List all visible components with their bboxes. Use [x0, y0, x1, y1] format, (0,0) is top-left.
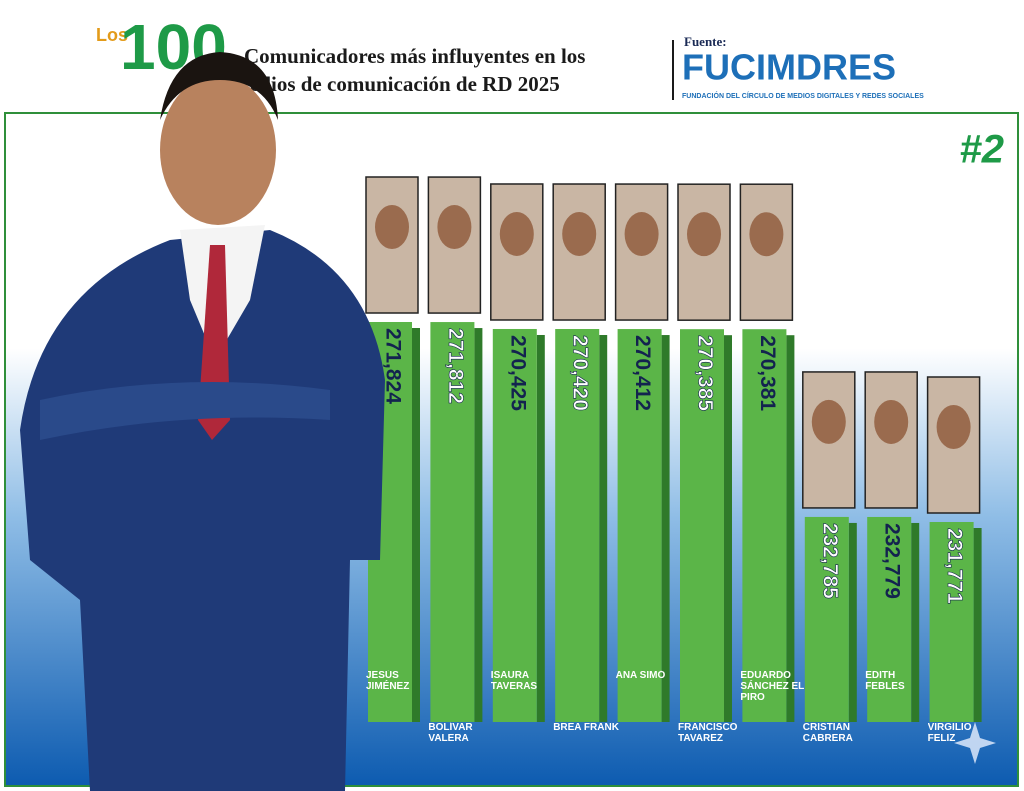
value-label: 270,425	[506, 335, 529, 411]
portrait-face	[499, 211, 534, 256]
name-box: JESÚS JIMÉNEZ	[366, 670, 410, 692]
title-line1: Comunicadores más influyentes en los	[244, 44, 585, 68]
value-label: 270,412	[631, 335, 654, 411]
title-line2: edios de comunicación de RD 2025	[250, 72, 560, 96]
logo-prefix: Los	[96, 25, 128, 45]
bar-side	[973, 528, 982, 722]
bar	[680, 329, 724, 722]
name-box: ISAURA TAVERAS	[490, 670, 538, 692]
portrait-face	[936, 405, 971, 449]
category-label: ANA SIMÓ	[615, 670, 666, 681]
arms	[40, 382, 330, 440]
portrait-face	[874, 399, 909, 444]
portrait-face	[624, 212, 659, 257]
sparkle	[954, 722, 996, 764]
name-box: EDITH FEBLES	[865, 670, 905, 692]
bar-side	[724, 335, 732, 722]
category-label: EDUARDO SÁNCHEZ EL PIRO	[740, 670, 805, 703]
name-box: ANA SIMÓ	[615, 670, 666, 681]
value-label: 271,824	[381, 328, 404, 404]
bar-side	[786, 335, 795, 722]
featured-person	[20, 52, 385, 791]
bar	[742, 329, 787, 722]
value-label: 271,812	[444, 328, 467, 404]
bar-side	[911, 522, 920, 722]
bar	[555, 329, 600, 722]
value-label: 270,385	[693, 335, 716, 411]
bar-side	[412, 328, 420, 722]
rank-badge: #2	[960, 128, 1005, 172]
name-box: EDUARDO SÁNCHEZ EL PIRO	[740, 670, 805, 703]
portrait-face	[562, 212, 597, 257]
name-box: CRISTIAN CABRERA	[802, 722, 853, 744]
category-label: CRISTIAN CABRERA	[802, 722, 853, 744]
category-label: VIRGILIO FELIZ	[927, 722, 972, 744]
name-box: FRANCISCO TAVAREZ	[678, 722, 738, 744]
bar-side	[536, 334, 545, 722]
category-label: BREA FRANK	[553, 722, 619, 733]
category-label: ISAURA TAVERAS	[490, 670, 538, 692]
name-box: BOLÍVAR VALERA	[428, 722, 473, 744]
portrait-face	[437, 205, 472, 250]
source-label: Fuente:	[684, 34, 727, 49]
face	[160, 75, 276, 225]
suit	[20, 230, 385, 791]
value-label: 270,381	[756, 335, 779, 411]
category-label: FRANCISCO TAVAREZ	[678, 722, 738, 744]
category-label: BOLÍVAR VALERA	[428, 722, 473, 744]
bar	[929, 522, 974, 722]
bar-side	[661, 335, 670, 722]
bar	[867, 516, 912, 722]
value-label: 232,785	[818, 523, 841, 599]
bar	[492, 328, 537, 722]
bar-side	[599, 335, 608, 722]
hair	[160, 52, 278, 120]
bar-side	[474, 328, 483, 722]
bars: 271,824 JESÚS JIMÉNEZ 271,812 BOLÍVAR VALER…	[365, 176, 982, 744]
portrait-face	[687, 212, 721, 257]
value-label: 232,779	[881, 523, 904, 599]
portrait-face	[749, 212, 784, 257]
portrait-face	[811, 399, 846, 444]
value-label: 231,771	[943, 528, 966, 604]
category-label: EDITH FEBLES	[865, 670, 905, 692]
bar	[804, 516, 849, 722]
source-subtitle: FUNDACIÓN DEL CÍRCULO DE MEDIOS DIGITALE…	[682, 91, 924, 100]
bar-side	[848, 522, 857, 722]
name-box: BREA FRANK	[553, 722, 619, 733]
bar	[617, 329, 662, 722]
value-label: 270,420	[569, 335, 592, 411]
name-box: VIRGILIO FELIZ	[927, 722, 972, 744]
bar	[430, 322, 475, 722]
source-name: FUCIMDRES	[682, 47, 896, 88]
portrait-face	[375, 205, 409, 249]
category-label: JESÚS JIMÉNEZ	[366, 670, 410, 692]
